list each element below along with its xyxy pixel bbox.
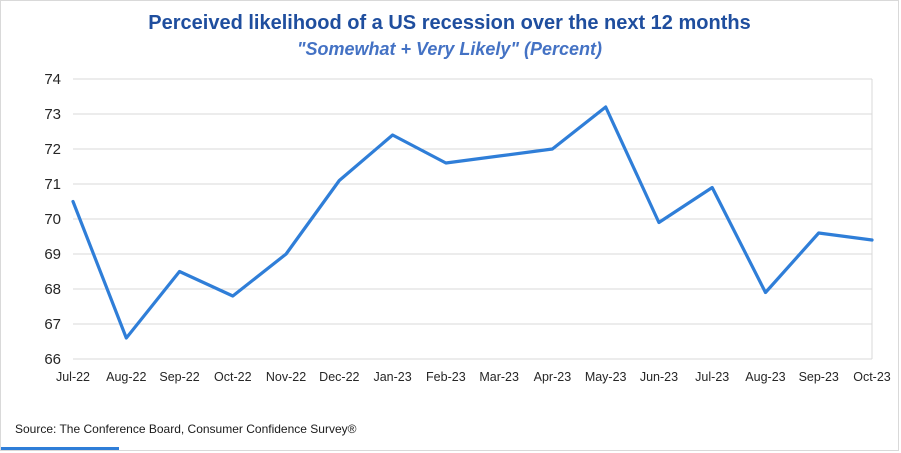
svg-text:72: 72 xyxy=(44,141,61,158)
svg-text:71: 71 xyxy=(44,176,61,193)
svg-text:Oct-23: Oct-23 xyxy=(853,370,891,384)
source-note: Source: The Conference Board, Consumer C… xyxy=(15,422,357,436)
svg-text:Jun-23: Jun-23 xyxy=(640,370,678,384)
svg-text:70: 70 xyxy=(44,211,61,228)
svg-text:Jul-23: Jul-23 xyxy=(695,370,729,384)
svg-text:Sep-22: Sep-22 xyxy=(159,370,199,384)
svg-text:74: 74 xyxy=(44,71,61,88)
svg-text:Sep-23: Sep-23 xyxy=(799,370,839,384)
svg-text:Jan-23: Jan-23 xyxy=(373,370,411,384)
svg-text:Nov-22: Nov-22 xyxy=(266,370,306,384)
svg-text:Dec-22: Dec-22 xyxy=(319,370,359,384)
svg-text:66: 66 xyxy=(44,351,61,368)
chart-header: Perceived likelihood of a US recession o… xyxy=(1,1,898,61)
svg-text:Jul-22: Jul-22 xyxy=(56,370,90,384)
svg-text:Apr-23: Apr-23 xyxy=(534,370,572,384)
line-chart-svg: 66 67 68 69 70 71 72 73 74 Jul-22 Aug-22 Sep-22 Oct-… xyxy=(44,71,891,384)
accent-bar xyxy=(1,447,119,450)
chart-title: Perceived likelihood of a US recession o… xyxy=(148,12,751,34)
svg-text:69: 69 xyxy=(44,246,61,263)
svg-text:67: 67 xyxy=(44,316,61,333)
svg-text:Aug-23: Aug-23 xyxy=(745,370,785,384)
svg-text:Oct-22: Oct-22 xyxy=(214,370,252,384)
svg-text:May-23: May-23 xyxy=(585,370,627,384)
svg-text:68: 68 xyxy=(44,281,61,298)
svg-text:73: 73 xyxy=(44,106,61,123)
svg-text:Aug-22: Aug-22 xyxy=(106,370,146,384)
svg-text:Feb-23: Feb-23 xyxy=(426,370,466,384)
line-chart: 66 67 68 69 70 71 72 73 74 Jul-22 Aug-22 Sep-22 Oct-… xyxy=(1,67,898,412)
chart-subtitle: "Somewhat + Very Likely" (Percent) xyxy=(296,39,602,59)
svg-text:Mar-23: Mar-23 xyxy=(479,370,519,384)
